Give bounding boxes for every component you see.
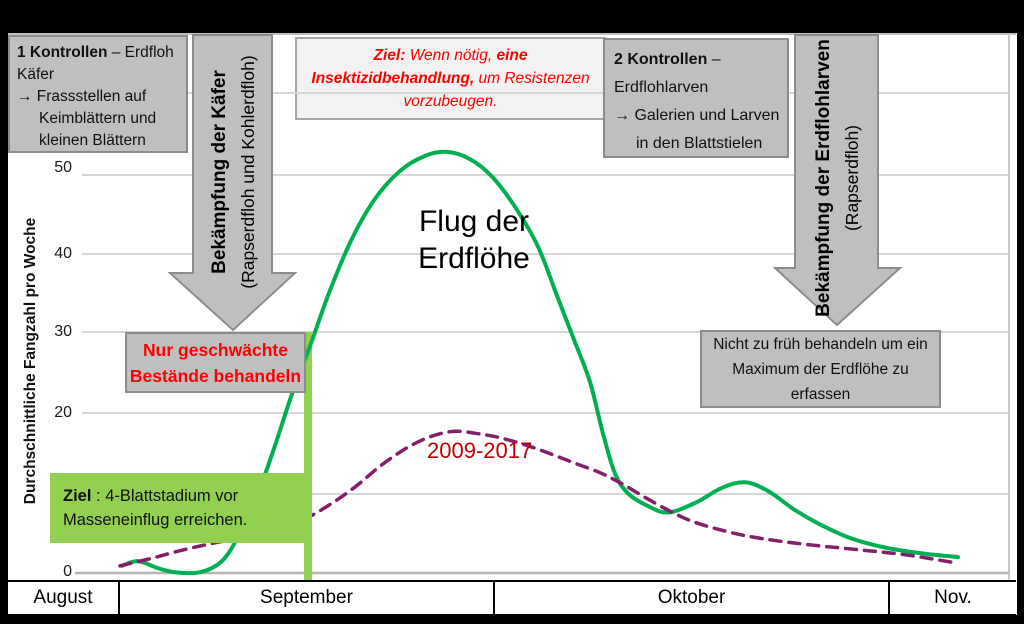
arrow-right-line2: (Rapserdfloh) [842, 124, 862, 232]
month-label-oktober: Oktober [493, 582, 888, 614]
goal-bold1: Ziel: [373, 47, 406, 64]
controls1-bold: 1 Kontrollen [17, 44, 108, 61]
y-tick-50: 50 [54, 159, 72, 176]
controls1-line2: Käfer [17, 66, 55, 83]
arrow-right-line1: Bekämpfung der Erdflohlarven [813, 39, 834, 317]
callout-controls-2: 2 Kontrollen – Erdflohlarven → Galerien … [603, 38, 789, 158]
callout-controls-1: 1 Kontrollen – Erdfloh Käfer → Frassstel… [8, 35, 188, 153]
controls2-line2: Erdflohlarven [614, 79, 709, 96]
green-goal-bold: Ziel [63, 487, 92, 505]
arrow-right-label: Bekämpfung der Erdflohlarven (Rapserdflo… [799, 39, 875, 317]
y-tick-40: 40 [54, 245, 72, 262]
month-label-august: August [33, 587, 93, 608]
goal-bold2: eine Insektizidbehandlung, [311, 47, 528, 87]
month-label-september: September [118, 582, 493, 614]
controls2-line4: in den Blattstielen [636, 135, 763, 152]
callout-goal-insecticide: Ziel: Wenn nötig, eine Insektizidbehandl… [295, 37, 606, 120]
month-label-nov: Nov. [888, 582, 1016, 614]
controls1-line5: kleinen Blättern [39, 132, 146, 149]
controls2-bold: 2 Kontrollen [614, 51, 708, 68]
y-tick-30: 30 [54, 323, 72, 340]
arrow-left-line1: Bekämpfung der Käfer [209, 70, 230, 274]
x-axis-month-band: August September Oktober Nov. [8, 580, 1016, 616]
y-tick-20: 20 [54, 404, 72, 421]
arrow-left-line2: (Rapserdfloh und Kohlerdfloh) [238, 55, 258, 289]
arrow-left-label: Bekämpfung der Käfer (Rapserdfloh und Ko… [195, 41, 271, 303]
y-tick-0: 0 [63, 563, 72, 580]
controls1-line4: Keimblättern und [39, 110, 157, 127]
controls2-line3: → Galerien und Larven [614, 107, 780, 124]
